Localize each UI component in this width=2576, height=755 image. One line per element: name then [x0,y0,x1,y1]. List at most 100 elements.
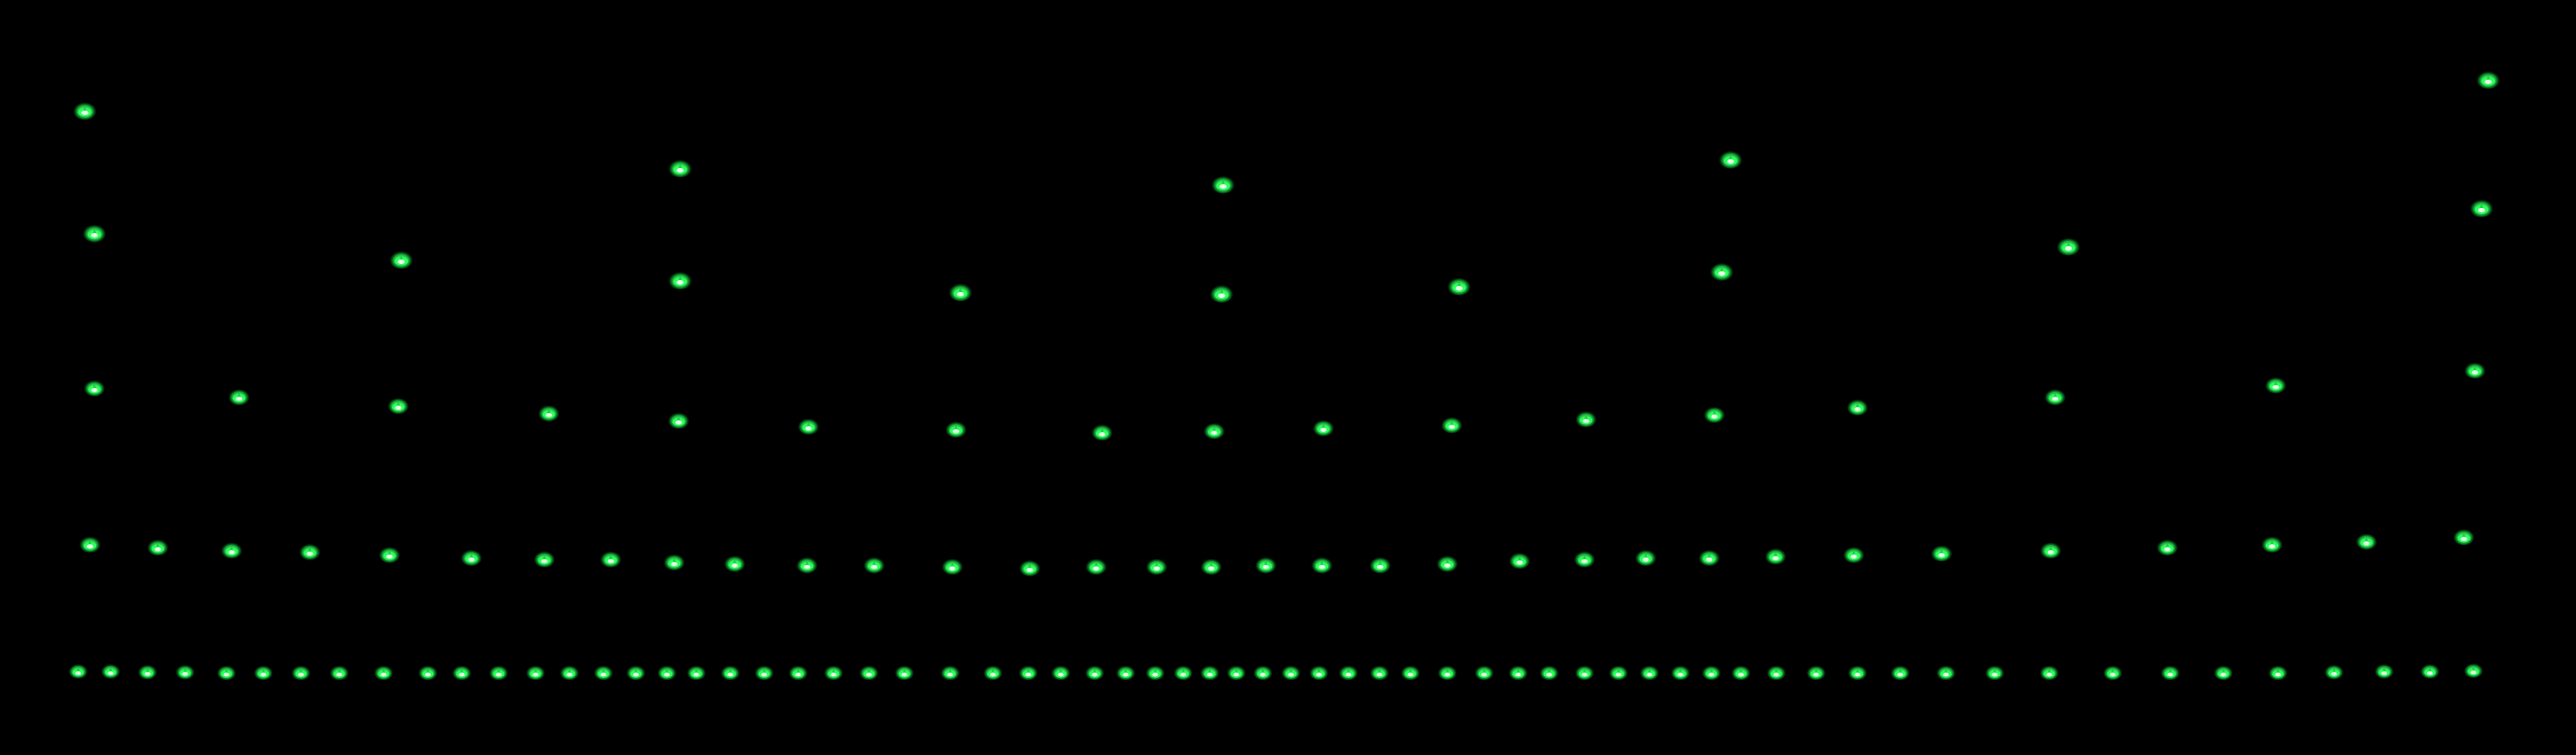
light-core [607,559,614,563]
light-tip [991,669,994,672]
light-tip [1446,669,1449,672]
green-light [797,417,820,435]
green-light [1698,549,1720,566]
light-core [1122,672,1129,677]
light-core [380,672,387,677]
light-tip [2067,242,2070,246]
light-tip [955,425,958,429]
green-light [2470,198,2493,218]
light-core [1516,560,1523,565]
light-tip [2428,667,2431,671]
green-light [291,664,311,681]
light-tip [1856,669,1859,672]
light-core [1211,431,1218,435]
light-core [1854,672,1861,677]
light-tip [397,402,400,406]
green-light [863,556,885,574]
light-tip [1617,669,1620,672]
light-core [2330,672,2338,676]
light-core [2167,672,2174,677]
light-core [1711,414,1718,419]
green-light [83,223,106,243]
green-light [460,549,482,566]
green-light [387,397,409,414]
light-tip [426,669,429,672]
light-core [1545,672,1553,677]
light-core [870,565,878,569]
green-light [2453,528,2475,546]
light-core [1093,566,1100,571]
light-core [731,563,738,568]
light-core [1376,672,1383,677]
light-tip [388,551,391,554]
green-light [1338,664,1359,681]
green-light [373,664,394,681]
light-core [1153,566,1160,571]
light-tip [1993,669,1996,672]
light-tip [2487,75,2490,80]
light-tip [1548,669,1551,672]
light-tip [2473,366,2476,370]
light-tip [832,669,835,672]
light-tip [2048,669,2051,672]
light-tip [959,288,962,292]
light-core [1854,407,1861,411]
light-core [86,544,94,549]
green-light [1091,423,1113,441]
light-tip [1945,669,1947,672]
green-light [1936,664,1956,681]
light-tip [547,409,550,413]
light-tip [1318,669,1320,672]
green-light [1931,544,1953,562]
green-light [1670,664,1691,681]
light-tip [763,669,766,672]
light-tip [2276,669,2279,672]
green-light [941,557,963,575]
green-light [1309,664,1329,681]
light-tip [873,561,876,565]
light-core [144,672,151,676]
green-light [2039,664,2060,681]
green-light [1639,664,1660,681]
light-tip [1182,669,1185,672]
light-tip [1720,267,1723,271]
light-core [1582,419,1590,423]
green-light [1984,664,2005,681]
light-tip [1289,669,1292,672]
light-core [260,672,267,677]
light-tip [1648,669,1651,672]
green-light [2156,538,2178,556]
light-core [805,426,812,431]
light-core [2460,537,2468,541]
green-light [1145,664,1166,681]
light-tip [729,669,732,672]
light-core [1581,672,1588,677]
green-light [1369,664,1390,681]
light-core [398,259,405,265]
light-tip [733,560,736,563]
light-tip [109,667,112,671]
green-light [1436,554,1458,572]
light-tip [1458,282,1461,286]
green-light [1474,664,1495,681]
green-light [1847,664,1868,681]
light-core [1098,432,1106,436]
green-light [418,664,438,681]
light-tip [665,669,668,672]
light-tip [2274,381,2277,385]
green-light [1719,150,1742,169]
green-light [253,664,274,681]
green-light [1255,556,1277,574]
light-tip [797,669,800,672]
light-core [2109,672,2116,677]
light-core [2381,671,2388,675]
light-tip [338,669,341,672]
green-light [1281,664,1301,681]
light-core [424,672,432,677]
light-tip [1710,669,1713,672]
light-tip [2480,203,2483,208]
light-tip [1124,669,1127,672]
green-light [1084,664,1105,681]
green-light [600,550,622,568]
light-core [1206,672,1213,677]
